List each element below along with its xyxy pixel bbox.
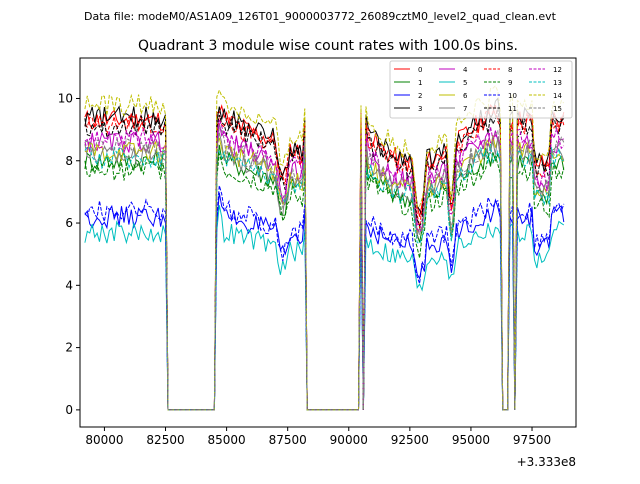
legend-label: 9 xyxy=(508,79,512,87)
series-line-7 xyxy=(84,132,565,411)
legend-label: 14 xyxy=(553,92,562,100)
x-tick-label: 82500 xyxy=(146,433,184,447)
legend-label: 0 xyxy=(418,66,422,74)
y-tick-label: 2 xyxy=(65,341,73,355)
y-tick-label: 4 xyxy=(65,278,73,292)
series-line-12 xyxy=(84,119,565,411)
series-line-6 xyxy=(84,135,565,411)
legend-label: 13 xyxy=(553,79,562,87)
series-line-1 xyxy=(84,144,565,411)
legend-label: 4 xyxy=(463,66,468,74)
legend-box xyxy=(389,60,573,119)
y-tick-label: 0 xyxy=(65,403,73,417)
series-line-9 xyxy=(84,153,565,411)
x-tick-label: 95000 xyxy=(452,433,490,447)
x-tick-label: 87500 xyxy=(269,433,307,447)
x-tick-label: 85000 xyxy=(208,433,246,447)
legend-label: 12 xyxy=(553,66,562,74)
legend-label: 3 xyxy=(418,105,422,113)
series-line-13 xyxy=(84,144,564,411)
series-lines xyxy=(84,84,565,411)
legend-label: 6 xyxy=(463,92,468,100)
legend-label: 7 xyxy=(463,105,467,113)
series-line-4 xyxy=(84,123,564,411)
x-tick-label: 92500 xyxy=(391,433,429,447)
series-line-2 xyxy=(84,192,565,411)
axes: 80000 82500 85000 87500 90000 92500 95000 97500… xyxy=(58,91,551,447)
chart-title: Quadrant 3 module wise count rates with … xyxy=(138,38,518,54)
legend-label: 1 xyxy=(418,79,422,87)
legend-label: 2 xyxy=(418,92,422,100)
x-offset-label: +3.333e8 xyxy=(517,455,576,469)
x-tick-label: 97500 xyxy=(513,433,551,447)
y-tick-label: 8 xyxy=(65,154,73,168)
file-suptitle: Data file: modeM0/AS1A09_126T01_90000037… xyxy=(84,10,557,23)
legend-label: 11 xyxy=(508,105,517,113)
legend-label: 15 xyxy=(553,105,562,113)
legend-label: 5 xyxy=(463,79,467,87)
series-line-15 xyxy=(84,123,565,411)
y-tick-label: 6 xyxy=(65,216,73,230)
y-tick-label: 10 xyxy=(58,91,73,105)
series-line-5 xyxy=(84,205,565,411)
legend-label: 8 xyxy=(508,66,512,74)
x-tick-label: 90000 xyxy=(330,433,368,447)
series-line-10 xyxy=(84,185,565,411)
x-tick-label: 80000 xyxy=(85,433,123,447)
plot-frame xyxy=(79,57,577,428)
legend-label: 10 xyxy=(508,92,517,100)
